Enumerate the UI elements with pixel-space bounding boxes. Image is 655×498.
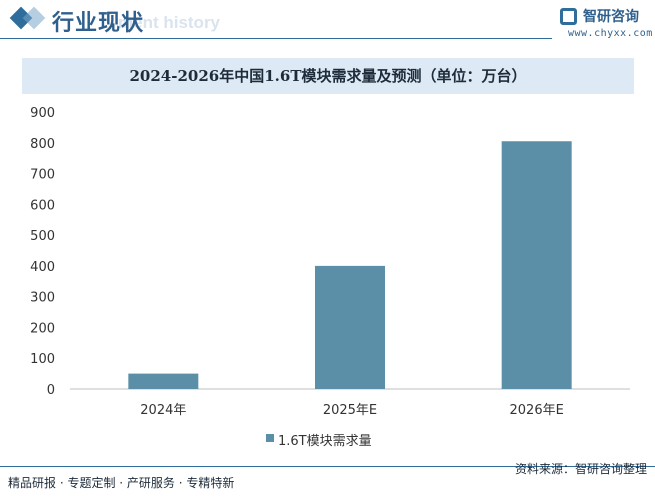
y-tick-label: 0 [47, 383, 55, 398]
x-tick-label: 2026年E [510, 403, 564, 418]
chart-title-band [22, 58, 634, 94]
chart-title: 2024-2026年中国1.6T模块需求量及预测（单位：万台） [129, 67, 527, 85]
y-tick-label: 500 [30, 229, 55, 244]
bar-2024年 [128, 373, 199, 389]
logo-url: www.chyxx.com [568, 28, 653, 39]
y-tick-label: 200 [30, 321, 55, 336]
footer-source: 资料来源：智研咨询整理 [514, 462, 647, 476]
legend-swatch [266, 434, 274, 442]
x-tick-label: 2024年 [140, 403, 186, 418]
y-tick-label: 700 [30, 168, 55, 183]
logo-icon [560, 8, 577, 25]
page-header: ment history 行业现状 智研咨询 www.chyxx.com [0, 0, 655, 42]
logo-name: 智研咨询 [583, 9, 639, 25]
x-tick-label: 2025年E [323, 403, 377, 418]
bar-2025年E [315, 265, 385, 389]
header-divider [0, 38, 552, 39]
y-tick-label: 400 [30, 260, 55, 275]
y-tick-label: 800 [30, 137, 55, 152]
section-title: 行业现状 [52, 11, 145, 36]
bar-2026年E [501, 141, 572, 389]
y-tick-label: 600 [30, 198, 55, 213]
footer-services: 精品研报 · 专题定制 · 产研服务 · 专精特新 [8, 476, 235, 490]
y-tick-label: 900 [30, 106, 55, 121]
legend-label: 1.6T模块需求量 [278, 434, 372, 449]
section-subtitle: ment history [118, 13, 221, 32]
y-tick-label: 300 [30, 291, 55, 306]
y-tick-label: 100 [30, 352, 55, 367]
footer-divider [0, 466, 655, 467]
